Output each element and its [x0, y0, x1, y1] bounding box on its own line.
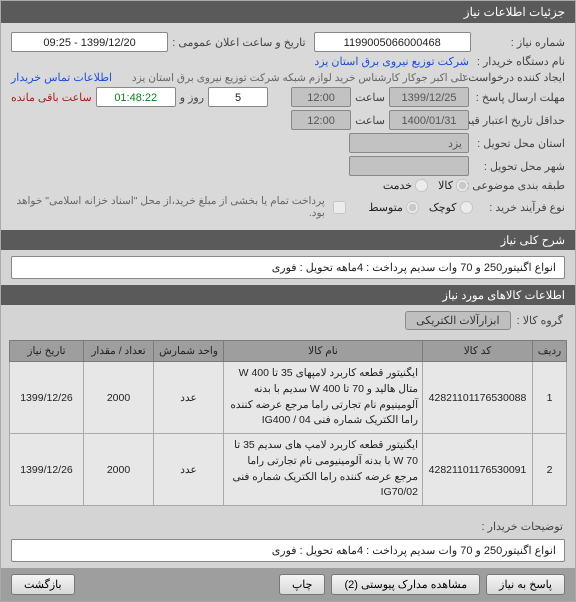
- col-unit: واحد شمارش: [154, 341, 224, 362]
- buyer-notes-box: انواع اگنیتور250 و 70 وات سدیم پرداخت : …: [11, 539, 565, 562]
- col-idx: ردیف: [533, 341, 567, 362]
- cell-unit: عدد: [154, 362, 224, 434]
- budget-label: طبقه بندی موضوعی: [473, 179, 565, 192]
- footer-bar: پاسخ به نیاز مشاهده مدارک پیوستی (2) چاپ…: [1, 568, 575, 601]
- cell-name: ایگنیتور قطعه کاربرد لامپهای 35 تا W 400…: [224, 362, 423, 434]
- contact-link[interactable]: اطلاعات تماس خریدار: [11, 71, 112, 84]
- process-radio-group: کوچک متوسط: [368, 201, 472, 214]
- process-small-radio[interactable]: کوچک: [429, 201, 473, 214]
- credit-date: 1400/01/31: [389, 110, 469, 130]
- reimb-label: پرداخت تمام یا بخشی از مبلغ خرید،از محل …: [11, 195, 325, 219]
- day-word: روز و: [180, 91, 204, 104]
- reimb-input: [333, 201, 346, 214]
- buyer-notes-row: توضیحات خریدار: [1, 514, 575, 539]
- group-label: گروه کالا: [517, 314, 563, 327]
- attach-button[interactable]: مشاهده مدارک پیوستی (2): [331, 574, 480, 595]
- need-desc-box: انواع اگنیتور250 و 70 وات سدیم پرداخت : …: [11, 256, 565, 279]
- items-title: اطلاعات کالاهای مورد نیاز: [1, 285, 575, 305]
- need-desc-title: شرح کلی نیاز: [1, 230, 575, 250]
- remain-label: ساعت باقی مانده: [11, 91, 92, 104]
- creator-label: ایجاد کننده درخواست: [473, 71, 565, 84]
- col-date: تاریخ نیاز: [10, 341, 84, 362]
- cell-unit: عدد: [154, 434, 224, 506]
- back-button[interactable]: بازگشت: [11, 574, 75, 595]
- budget-goods-input: [456, 179, 469, 192]
- print-button[interactable]: چاپ: [279, 574, 326, 595]
- budget-service-label: خدمت: [383, 179, 412, 192]
- col-code: کد کالا: [423, 341, 533, 362]
- cell-date: 1399/12/26: [10, 362, 84, 434]
- footer-left-group: پاسخ به نیاز مشاهده مدارک پیوستی (2) چاپ: [279, 574, 565, 595]
- need-no-field: 1199005066000468: [314, 32, 471, 52]
- need-no-label: شماره نیاز: [475, 36, 565, 49]
- deadline-time: 12:00: [291, 87, 351, 107]
- budget-goods-label: کالا: [438, 179, 453, 192]
- col-name: نام کالا: [224, 341, 423, 362]
- budget-radio-group: کالا خدمت: [383, 179, 469, 192]
- announce-range-field: 1399/12/20 - 09:25: [11, 32, 168, 52]
- time-word: ساعت: [355, 91, 385, 104]
- cell-idx: 2: [533, 434, 567, 506]
- announce-label: تاریخ و ساعت اعلان عمومی: [172, 36, 305, 49]
- cell-code: 42821101176530088: [423, 362, 533, 434]
- budget-service-input: [415, 179, 428, 192]
- cell-name: ایگنیتور قطعه کاربرد لامپ های سدیم 35 تا…: [224, 434, 423, 506]
- col-qty: تعداد / مقدار: [84, 341, 154, 362]
- deliver-state-label: استان محل تحویل: [473, 137, 565, 150]
- process-small-label: کوچک: [429, 201, 457, 214]
- items-table: ردیف کد کالا نام کالا واحد شمارش تعداد /…: [9, 340, 567, 506]
- org-label: نام دستگاه خریدار: [473, 55, 565, 68]
- reply-button[interactable]: پاسخ به نیاز: [486, 574, 565, 595]
- buyer-notes-label: توضیحات خریدار: [482, 520, 563, 533]
- countdown: 01:48:22: [96, 87, 176, 107]
- process-mid-input: [406, 201, 419, 214]
- credit-label: حداقل تاریخ اعتبار قیمت: [473, 114, 565, 127]
- reimb-check[interactable]: پرداخت تمام یا بخشی از مبلغ خرید،از محل …: [11, 195, 349, 219]
- need-details-panel: جزئیات اطلاعات نیاز شماره نیاز 119900506…: [0, 0, 576, 602]
- cell-qty: 2000: [84, 362, 154, 434]
- panel-title: جزئیات اطلاعات نیاز: [1, 1, 575, 23]
- table-row: 2 42821101176530091 ایگنیتور قطعه کاربرد…: [10, 434, 567, 506]
- days-remaining: 5: [208, 87, 268, 107]
- budget-service-radio[interactable]: خدمت: [383, 179, 428, 192]
- credit-time-word: ساعت: [355, 114, 385, 127]
- table-row: 1 42821101176530088 ایگنیتور قطعه کاربرد…: [10, 362, 567, 434]
- process-small-input: [460, 201, 473, 214]
- deadline-date: 1399/12/25: [389, 87, 469, 107]
- process-label: نوع فرآیند خرید: [477, 201, 566, 214]
- deliver-city-label: شهر محل تحویل: [473, 160, 565, 173]
- items-header-row: ردیف کد کالا نام کالا واحد شمارش تعداد /…: [10, 341, 567, 362]
- cell-date: 1399/12/26: [10, 434, 84, 506]
- budget-goods-radio[interactable]: کالا: [438, 179, 469, 192]
- deliver-state: یزد: [349, 133, 469, 153]
- credit-time: 12:00: [291, 110, 351, 130]
- process-mid-radio[interactable]: متوسط: [368, 201, 419, 214]
- form-area: شماره نیاز 1199005066000468 تاریخ و ساعت…: [1, 23, 575, 230]
- group-tag[interactable]: ابزارآلات الکتریکی: [405, 311, 510, 330]
- group-row: گروه کالا ابزارآلات الکتریکی: [1, 305, 575, 336]
- creator-value: علی اکبر جوکار کارشناس خرید لوازم شبکه ش…: [116, 72, 469, 84]
- process-mid-label: متوسط: [368, 201, 403, 214]
- org-link[interactable]: شرکت توزیع نیروی برق استان یزد: [314, 55, 469, 68]
- cell-idx: 1: [533, 362, 567, 434]
- deadline-label: مهلت ارسال پاسخ: [473, 91, 565, 104]
- cell-code: 42821101176530091: [423, 434, 533, 506]
- cell-qty: 2000: [84, 434, 154, 506]
- deliver-city: [349, 156, 469, 176]
